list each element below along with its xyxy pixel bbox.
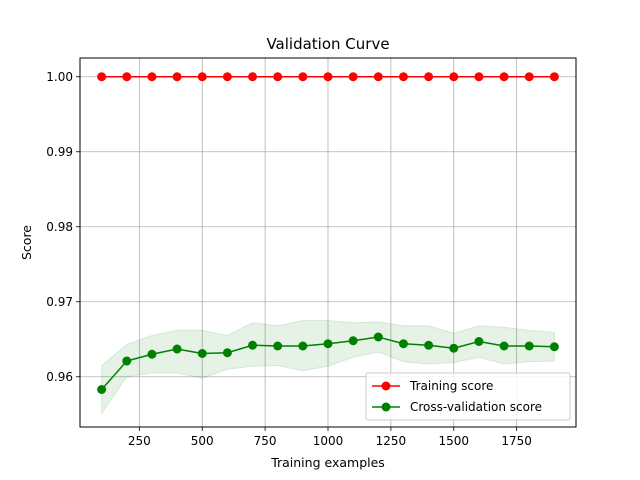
series-0-point — [474, 72, 484, 82]
series-1-point — [273, 341, 283, 351]
series-1-point — [323, 339, 333, 349]
x-tick-label: 250 — [128, 434, 151, 448]
series-0-point — [222, 72, 232, 82]
series-0-point — [298, 72, 308, 82]
series-0-point — [172, 72, 182, 82]
series-1-point — [222, 348, 232, 358]
series-1-point — [549, 342, 559, 352]
series-1-point — [499, 341, 509, 351]
series-0-point — [499, 72, 509, 82]
x-tick-label: 1000 — [313, 434, 344, 448]
x-tick-label: 750 — [254, 434, 277, 448]
series-1-point — [373, 332, 383, 342]
y-tick-label: 0.97 — [46, 295, 73, 309]
series-0-point — [373, 72, 383, 82]
series-0-point — [424, 72, 434, 82]
legend-label-cv: Cross-validation score — [410, 400, 542, 414]
x-tick-label: 1750 — [501, 434, 532, 448]
legend-marker-cv — [381, 402, 391, 412]
cv-score-band — [101, 320, 555, 416]
series-0-point — [398, 72, 408, 82]
series-0-point — [323, 72, 333, 82]
series-0-point — [273, 72, 283, 82]
series-0-point — [449, 72, 459, 82]
x-tick-label: 1250 — [376, 434, 407, 448]
chart-title: Validation Curve — [266, 35, 389, 53]
series-1-point — [197, 349, 207, 358]
series-1-point — [449, 343, 459, 353]
series-1-point — [398, 339, 408, 349]
series-0-point — [122, 72, 132, 82]
y-tick-label: 0.96 — [46, 370, 73, 384]
series-1-point — [474, 337, 484, 346]
y-tick-label: 1.00 — [46, 70, 73, 84]
series-0-point — [197, 72, 207, 82]
series-1-point — [348, 336, 358, 346]
series-0-point — [147, 72, 157, 82]
legend: Training score Cross-validation score — [365, 372, 571, 421]
series-0-point — [97, 72, 107, 82]
series-0-point — [524, 72, 534, 82]
x-tick-label: 1500 — [438, 434, 469, 448]
series-markers — [97, 72, 559, 394]
legend-label-training: Training score — [409, 379, 493, 393]
series-1-point — [122, 356, 132, 366]
series-1-point — [524, 341, 534, 351]
series-1-point — [147, 349, 157, 359]
legend-marker-training — [381, 381, 391, 391]
x-tick-label: 500 — [191, 434, 214, 448]
series-0-point — [549, 72, 559, 82]
y-axis-ticks: 0.96 0.97 0.98 0.99 1.00 — [46, 70, 80, 384]
series-1-band — [101, 320, 555, 416]
series-0-point — [348, 72, 358, 82]
x-axis-ticks: 250 500 750 1000 1250 1500 1750 — [128, 427, 532, 448]
series-1-point — [424, 340, 434, 350]
series-1-point — [298, 341, 308, 351]
y-axis-label: Score — [19, 225, 34, 260]
legend-box — [365, 372, 571, 421]
series-1-point — [97, 385, 107, 394]
x-axis-label: Training examples — [270, 455, 385, 470]
y-tick-label: 0.98 — [46, 220, 73, 234]
series-1-point — [172, 344, 182, 354]
series-0-point — [248, 72, 258, 82]
y-tick-label: 0.99 — [46, 145, 73, 159]
series-1-point — [248, 340, 258, 350]
